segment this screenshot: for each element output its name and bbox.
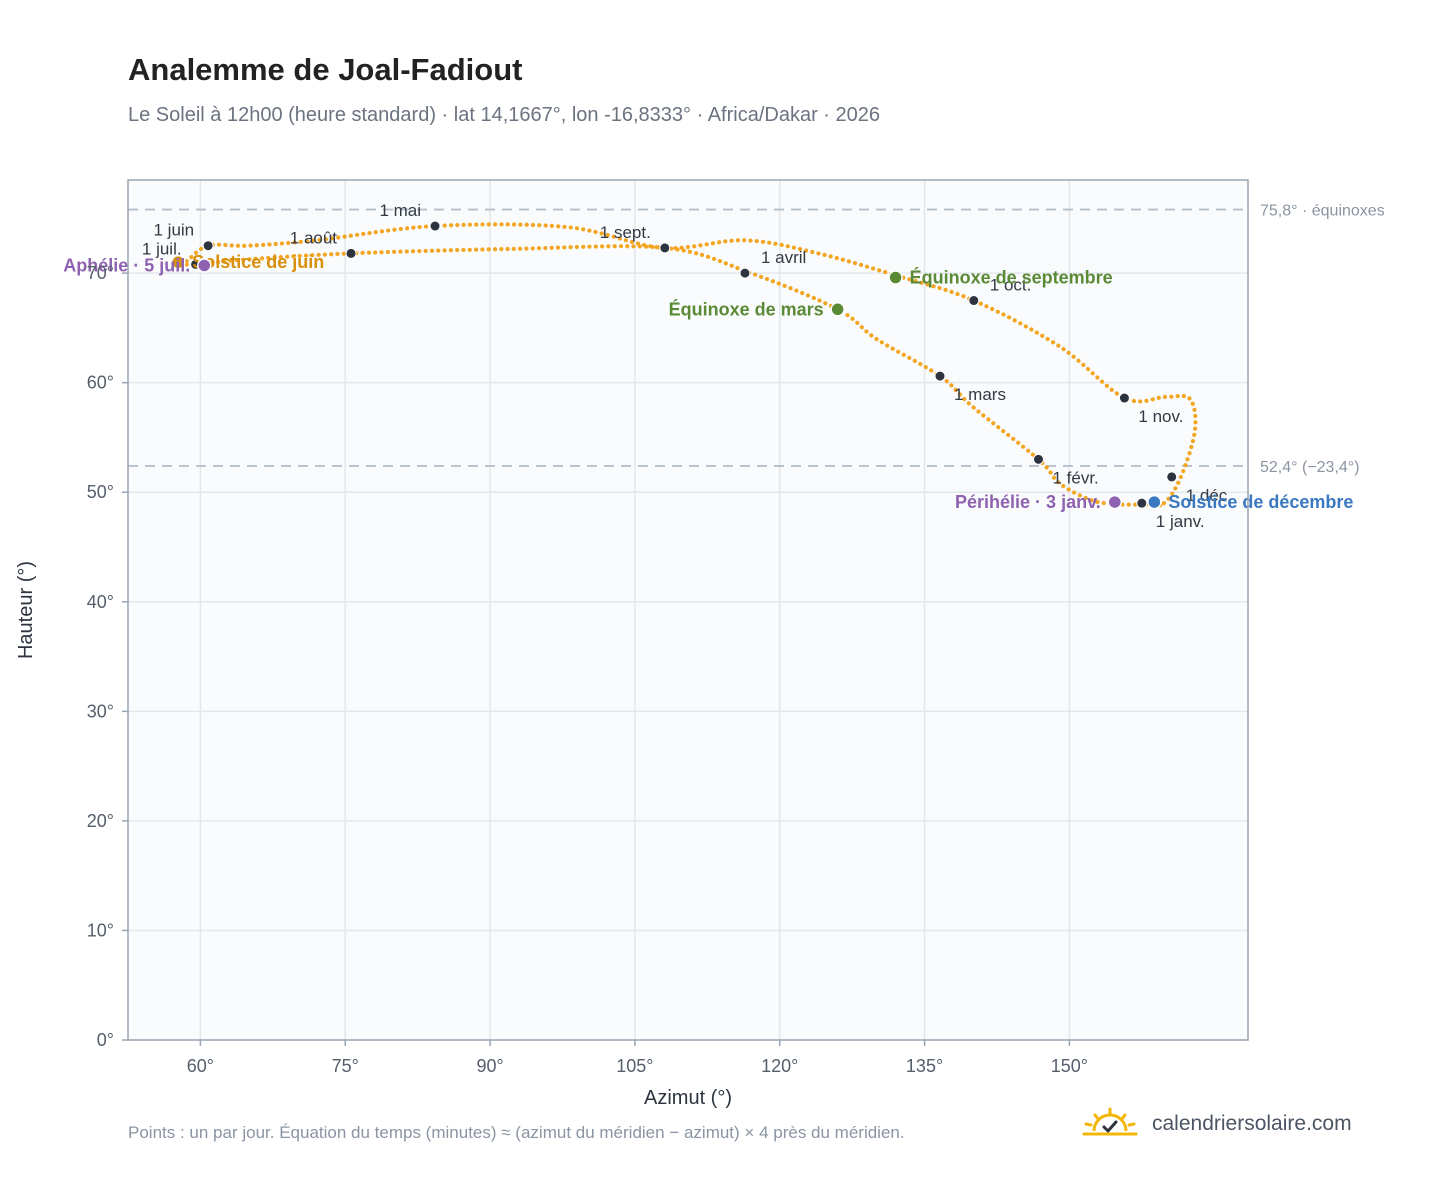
event-marker: [1107, 494, 1123, 510]
event-label: Équinoxe de mars: [669, 298, 824, 319]
y-tick-label: 50°: [87, 482, 114, 502]
event-label: Périhélie · 3 janv.: [955, 492, 1101, 512]
event-marker: [888, 270, 903, 285]
x-tick-label: 60°: [187, 1056, 214, 1076]
sun-check-icon: [1082, 1107, 1138, 1136]
event-label: Solstice de décembre: [1168, 492, 1353, 512]
y-axis-title: Hauteur (°): [15, 561, 37, 659]
month-marker: [345, 247, 357, 259]
x-tick-label: 150°: [1051, 1056, 1088, 1076]
event-marker: [1147, 494, 1162, 510]
y-tick-label: 0°: [97, 1030, 114, 1050]
footnote: Points : un par jour. Équation du temps …: [128, 1123, 905, 1142]
x-tick-label: 75°: [332, 1056, 359, 1076]
plot-frame: [127, 179, 1249, 1041]
x-tick-label: 135°: [906, 1056, 943, 1076]
month-label: 1 janv.: [1156, 512, 1205, 531]
reference-lines: 75,8° · équinoxes 52,4° (−23,4°): [128, 203, 1385, 476]
chart-subtitle: Le Soleil à 12h00 (heure standard) · lat…: [128, 104, 881, 126]
month-label: 1 nov.: [1138, 407, 1183, 426]
month-marker: [202, 240, 214, 252]
month-label: 1 juil.: [142, 239, 182, 258]
x-tick-label: 120°: [761, 1056, 798, 1076]
y-tick-label: 30°: [87, 701, 114, 721]
month-marker: [1118, 392, 1130, 404]
month-marker: [659, 242, 671, 254]
brand-name: calendriersolaire.com: [1152, 1112, 1352, 1135]
event-label: Équinoxe de septembre: [910, 267, 1113, 288]
y-tick-label: 20°: [87, 811, 114, 831]
month-marker: [739, 267, 751, 279]
grid-lines: [128, 180, 1248, 1041]
y-tick-label: 70°: [87, 263, 114, 283]
month-label: 1 déc.: [1186, 486, 1232, 505]
event-marker: [197, 258, 212, 273]
month-marker: [968, 295, 980, 307]
month-marker: [429, 220, 441, 232]
event-label: Solstice de juin: [192, 252, 324, 272]
y-tick-label: 10°: [87, 920, 114, 940]
month-label: 1 mars: [954, 385, 1006, 404]
x-tick-label: 105°: [616, 1056, 653, 1076]
month-label: 1 juin: [153, 221, 194, 240]
chart-title: Analemme de Joal-Fadiout: [128, 52, 523, 87]
reference-line-label: 52,4° (−23,4°): [1260, 459, 1360, 476]
y-tick-label: 40°: [87, 592, 114, 612]
x-axis-title: Azimut (°): [644, 1087, 732, 1109]
month-label: 1 avril: [761, 248, 806, 267]
y-tick-label: 60°: [87, 373, 114, 393]
month-label: 1 août: [290, 228, 338, 247]
month-marker: [1136, 497, 1148, 509]
brand-link[interactable]: calendriersolaire.com: [1082, 1104, 1352, 1144]
x-tick-label: 90°: [476, 1056, 503, 1076]
month-label: 1 sept.: [600, 223, 651, 242]
reference-line-label: 75,8° · équinoxes: [1260, 203, 1385, 220]
month-marker: [1166, 471, 1178, 483]
event-label: Aphélie · 5 juil.: [63, 255, 190, 275]
month-marker: [934, 370, 946, 382]
event-markers: Équinoxe de mars Équinoxe de septembre Sol…: [63, 252, 1353, 512]
event-marker: [830, 302, 845, 317]
axis-ticks: 60° 75° 90° 105° 120° 135° 150° 0° 10° 20° 30° 40° 5…: [87, 263, 1088, 1076]
plot-area: [128, 180, 1248, 1040]
month-label: 1 mai: [379, 201, 421, 220]
event-marker: [170, 254, 186, 270]
month-label: 1 oct.: [990, 276, 1032, 295]
month-label: 1 févr.: [1052, 468, 1098, 487]
month-marker: [1032, 453, 1044, 465]
